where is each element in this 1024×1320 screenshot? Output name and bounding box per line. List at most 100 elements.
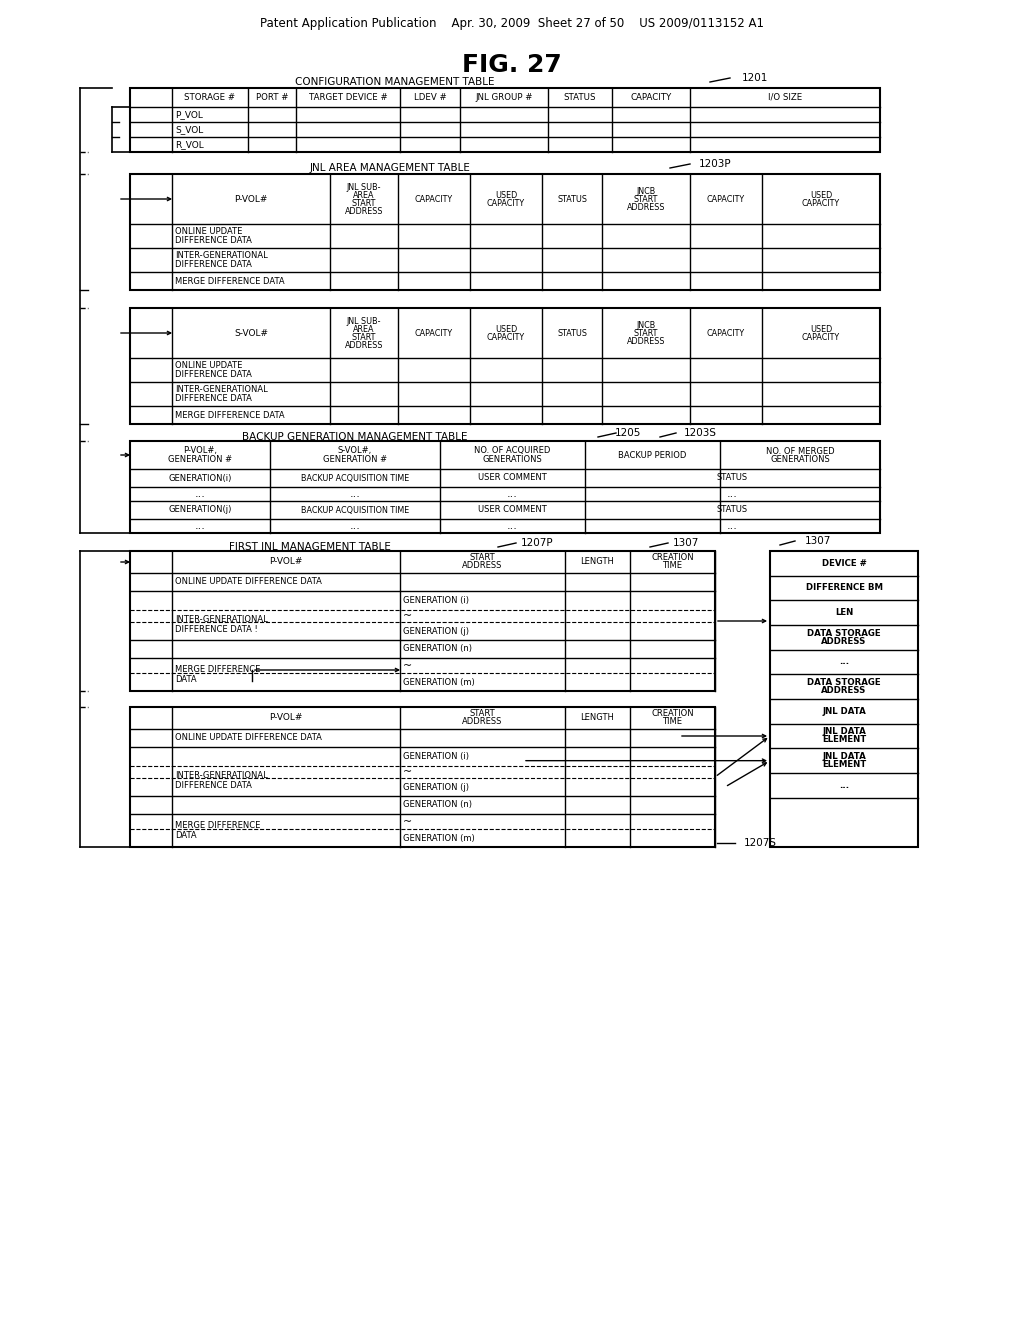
Text: ...: ... <box>195 521 206 531</box>
Text: USED: USED <box>810 190 833 199</box>
Text: DATA STORAGE: DATA STORAGE <box>807 628 881 638</box>
Text: GENERATION (i): GENERATION (i) <box>403 751 469 760</box>
Text: CAPACITY: CAPACITY <box>415 329 453 338</box>
Bar <box>130 88 880 152</box>
Text: USER COMMENT: USER COMMENT <box>478 474 547 483</box>
Text: R_VOL: R_VOL <box>175 140 204 149</box>
Text: START: START <box>352 333 376 342</box>
Text: START: START <box>352 198 376 207</box>
Text: P-VOL#: P-VOL# <box>269 714 303 722</box>
Text: ADDRESS: ADDRESS <box>462 718 503 726</box>
Text: ADDRESS: ADDRESS <box>345 341 383 350</box>
Text: GENERATION(j): GENERATION(j) <box>168 506 231 515</box>
Text: ...: ... <box>507 521 518 531</box>
Text: GENERATION (n): GENERATION (n) <box>403 644 472 653</box>
Text: JNCB: JNCB <box>636 186 655 195</box>
Text: JNL GROUP #: JNL GROUP # <box>475 92 532 102</box>
Text: USED: USED <box>810 325 833 334</box>
Text: 1203S: 1203S <box>683 428 717 438</box>
Text: CREATION: CREATION <box>651 710 694 718</box>
Text: 1203P: 1203P <box>698 158 731 169</box>
Text: START: START <box>634 329 658 338</box>
Text: P-VOL#: P-VOL# <box>234 194 267 203</box>
Text: DATA: DATA <box>175 675 197 684</box>
Text: BACKUP GENERATION MANAGEMENT TABLE: BACKUP GENERATION MANAGEMENT TABLE <box>243 432 468 442</box>
Text: CAPACITY: CAPACITY <box>707 194 745 203</box>
Text: LEN: LEN <box>835 609 853 618</box>
Text: CAPACITY: CAPACITY <box>487 198 525 207</box>
Text: ...: ... <box>839 657 849 667</box>
Text: MERGE DIFFERENCE DATA: MERGE DIFFERENCE DATA <box>175 276 285 285</box>
Text: TIME: TIME <box>663 561 683 570</box>
Text: P-VOL#: P-VOL# <box>269 557 303 566</box>
Text: ADDRESS: ADDRESS <box>462 561 503 570</box>
Text: DIFFERENCE BM: DIFFERENCE BM <box>806 583 883 593</box>
Text: GENERATION #: GENERATION # <box>323 454 387 463</box>
Text: ELEMENT: ELEMENT <box>822 735 866 744</box>
Text: INTER-GENERATIONAL: INTER-GENERATIONAL <box>175 385 267 393</box>
Text: FIG. 27: FIG. 27 <box>462 53 562 77</box>
Text: ...: ... <box>195 488 206 499</box>
Text: DIFFERENCE DATA: DIFFERENCE DATA <box>175 370 252 379</box>
Text: P-VOL#,: P-VOL#, <box>183 446 217 455</box>
Text: CAPACITY: CAPACITY <box>802 333 840 342</box>
Text: DIFFERENCE DATA !: DIFFERENCE DATA ! <box>175 624 258 634</box>
Bar <box>130 174 880 290</box>
Text: ~: ~ <box>403 610 413 620</box>
Text: DIFFERENCE DATA: DIFFERENCE DATA <box>175 260 252 269</box>
Text: CAPACITY: CAPACITY <box>487 333 525 342</box>
Text: LENGTH: LENGTH <box>581 557 614 566</box>
Text: DIFFERENCE DATA: DIFFERENCE DATA <box>175 393 252 403</box>
Text: ...: ... <box>507 488 518 499</box>
Text: DIFFERENCE DATA: DIFFERENCE DATA <box>175 780 252 789</box>
Text: CREATION: CREATION <box>651 553 694 562</box>
Text: GENERATION (n): GENERATION (n) <box>403 800 472 809</box>
Text: ...: ... <box>839 781 849 789</box>
Text: 1207P: 1207P <box>520 539 553 548</box>
Text: 1307: 1307 <box>673 539 699 548</box>
Text: START: START <box>470 553 496 562</box>
Text: 1307: 1307 <box>805 536 831 546</box>
Text: MERGE DIFFERENCE: MERGE DIFFERENCE <box>175 665 260 675</box>
Text: GENERATION #: GENERATION # <box>168 454 232 463</box>
Bar <box>130 308 880 424</box>
Text: PORT #: PORT # <box>256 92 288 102</box>
Text: ADDRESS: ADDRESS <box>345 206 383 215</box>
Text: I/O SIZE: I/O SIZE <box>768 92 802 102</box>
Text: MERGE DIFFERENCE DATA: MERGE DIFFERENCE DATA <box>175 411 285 420</box>
Text: USED: USED <box>495 190 517 199</box>
Text: AREA: AREA <box>353 190 375 199</box>
Text: 1205: 1205 <box>614 428 641 438</box>
Bar <box>770 550 918 847</box>
Text: ...: ... <box>727 521 738 531</box>
Text: JNL AREA MANAGEMENT TABLE: JNL AREA MANAGEMENT TABLE <box>309 162 470 173</box>
Text: P_VOL: P_VOL <box>175 110 203 119</box>
Text: DEVICE #: DEVICE # <box>821 558 866 568</box>
Text: MERGE DIFFERENCE: MERGE DIFFERENCE <box>175 821 260 830</box>
Text: NO. OF ACQUIRED: NO. OF ACQUIRED <box>474 446 551 455</box>
Text: CAPACITY: CAPACITY <box>707 329 745 338</box>
Text: CONFIGURATION MANAGEMENT TABLE: CONFIGURATION MANAGEMENT TABLE <box>295 77 495 87</box>
Text: CAPACITY: CAPACITY <box>415 194 453 203</box>
Text: BACKUP PERIOD: BACKUP PERIOD <box>618 450 687 459</box>
Text: DIFFERENCE DATA: DIFFERENCE DATA <box>175 236 252 246</box>
Text: AREA: AREA <box>353 325 375 334</box>
Text: CAPACITY: CAPACITY <box>631 92 672 102</box>
Text: INTER-GENERATIONAL: INTER-GENERATIONAL <box>175 771 267 780</box>
Text: START: START <box>470 710 496 718</box>
Text: S_VOL: S_VOL <box>175 125 203 135</box>
Text: Patent Application Publication    Apr. 30, 2009  Sheet 27 of 50    US 2009/01131: Patent Application Publication Apr. 30, … <box>260 16 764 29</box>
Text: S-VOL#,: S-VOL#, <box>338 446 372 455</box>
Text: ~: ~ <box>403 767 413 776</box>
Text: CAPACITY: CAPACITY <box>802 198 840 207</box>
Text: GENERATION(i): GENERATION(i) <box>168 474 231 483</box>
Text: ...: ... <box>727 488 738 499</box>
Text: GENERATIONS: GENERATIONS <box>770 454 829 463</box>
Text: GENERATION (m): GENERATION (m) <box>403 677 475 686</box>
Text: ONLINE UPDATE DIFFERENCE DATA: ONLINE UPDATE DIFFERENCE DATA <box>175 578 322 586</box>
Text: JNCB: JNCB <box>636 321 655 330</box>
Text: FIRST JNL MANAGEMENT TABLE: FIRST JNL MANAGEMENT TABLE <box>229 543 391 552</box>
Text: JNL DATA: JNL DATA <box>822 706 866 715</box>
Bar <box>130 441 880 533</box>
Text: USED: USED <box>495 325 517 334</box>
